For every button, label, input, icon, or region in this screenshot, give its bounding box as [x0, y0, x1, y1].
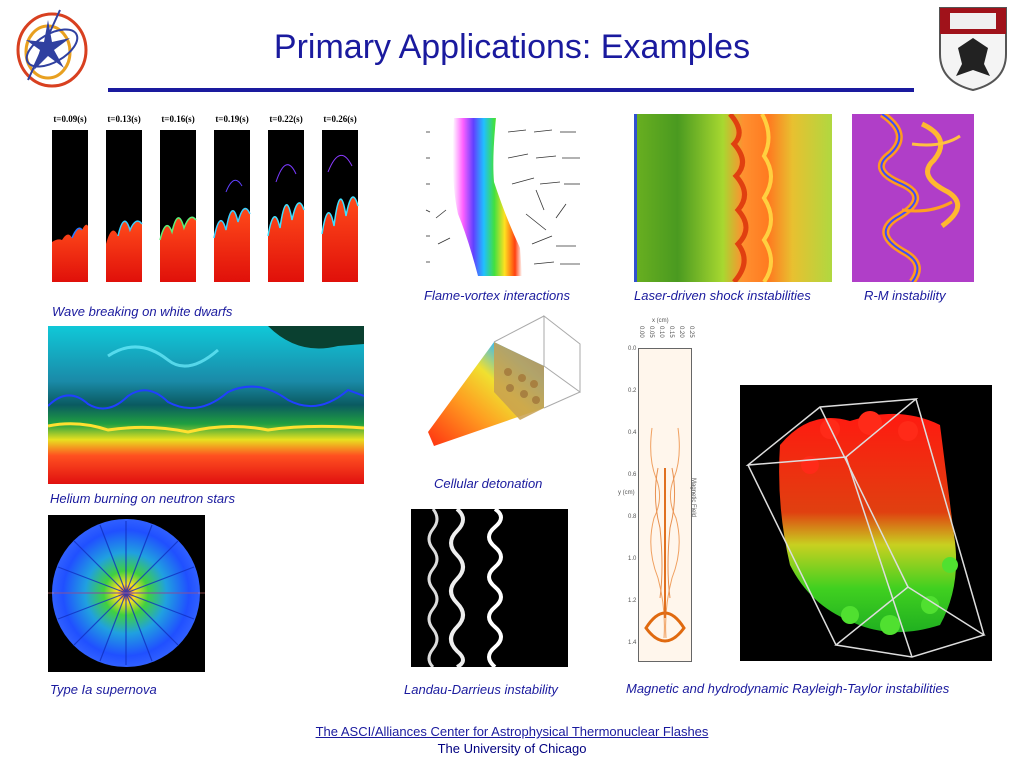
wave-time-label-4: t=0.19(s): [215, 114, 249, 124]
mag-y-tick-8: 1.4: [628, 640, 637, 646]
page-title: Primary Applications: Examples: [273, 28, 751, 66]
laser-shock-figure: [634, 114, 832, 282]
mag-xlabel: x (cm): [652, 318, 669, 324]
wave-time-label-5: t=0.22(s): [269, 114, 303, 124]
mag-y-tick-1: 0.0: [628, 346, 637, 352]
flash-center-logo: [8, 4, 88, 88]
mag-y-tick-5: 0.8: [628, 514, 637, 520]
mag-y-tick-7: 1.2: [628, 598, 637, 604]
mag-ylabel: y (cm): [618, 490, 635, 496]
landau-darrieus-figure: [411, 509, 568, 667]
caption-supernova: Type Ia supernova: [50, 682, 157, 697]
magnetic-field-plot: x (cm) y (cm) Magnetic Field 0.00 0.05 0…: [618, 318, 704, 666]
wave-panel-1: [52, 130, 88, 282]
mag-y-tick-3: 0.4: [628, 430, 637, 436]
wave-panel-4: [213, 130, 251, 282]
mag-x-tick-2: 0.05: [648, 326, 654, 338]
caption-flame-vortex: Flame-vortex interactions: [424, 288, 570, 303]
rayleigh-taylor-3d-figure: [740, 385, 992, 661]
caption-wave-breaking: Wave breaking on white dwarfs: [52, 304, 233, 319]
wave-panel-3: [159, 130, 197, 282]
wave-time-label-3: t=0.16(s): [161, 114, 195, 124]
university-crest-logo: [936, 4, 1010, 92]
wave-panel-2: [106, 130, 143, 282]
supernova-figure: [48, 515, 205, 672]
caption-landau-darrieus: Landau-Darrieus instability: [404, 682, 558, 697]
helium-burning-figure: [48, 326, 364, 484]
mag-x-tick-4: 0.15: [668, 326, 674, 338]
mag-y-tick-4: 0.6: [628, 472, 637, 478]
footer-university: The University of Chicago: [437, 741, 587, 756]
caption-rm-instability: R-M instability: [864, 288, 946, 303]
caption-cellular-detonation: Cellular detonation: [434, 476, 543, 491]
mag-x-tick-1: 0.00: [638, 326, 644, 338]
rm-instability-figure: [852, 114, 974, 282]
mag-field-label: Magnetic Field: [690, 478, 696, 518]
wave-panel-6: [321, 130, 359, 282]
caption-helium-burning: Helium burning on neutron stars: [50, 491, 235, 506]
flame-vortex-figure: [416, 118, 588, 276]
title-underline: [108, 88, 914, 92]
mag-y-tick-2: 0.2: [628, 388, 637, 394]
wave-panel-5: [267, 130, 305, 282]
mag-x-tick-5: 0.20: [678, 326, 684, 338]
wave-time-label-2: t=0.13(s): [107, 114, 141, 124]
wave-time-label-6: t=0.26(s): [323, 114, 357, 124]
footer-center-link[interactable]: The ASCI/Alliances Center for Astrophysi…: [315, 724, 709, 739]
caption-laser-shock: Laser-driven shock instabilities: [634, 288, 811, 303]
mag-y-tick-6: 1.0: [628, 556, 637, 562]
wave-breaking-figure: t=0.09(s) t=0.13(s) t=0.16(s) t=0.19(s) …: [38, 112, 368, 302]
caption-mhd-rayleigh-taylor: Magnetic and hydrodynamic Rayleigh-Taylo…: [626, 681, 950, 696]
mag-x-tick-6: 0.25: [688, 326, 694, 338]
cellular-detonation-figure: [424, 312, 584, 454]
mag-x-tick-3: 0.10: [658, 326, 664, 338]
wave-time-label-1: t=0.09(s): [53, 114, 87, 124]
